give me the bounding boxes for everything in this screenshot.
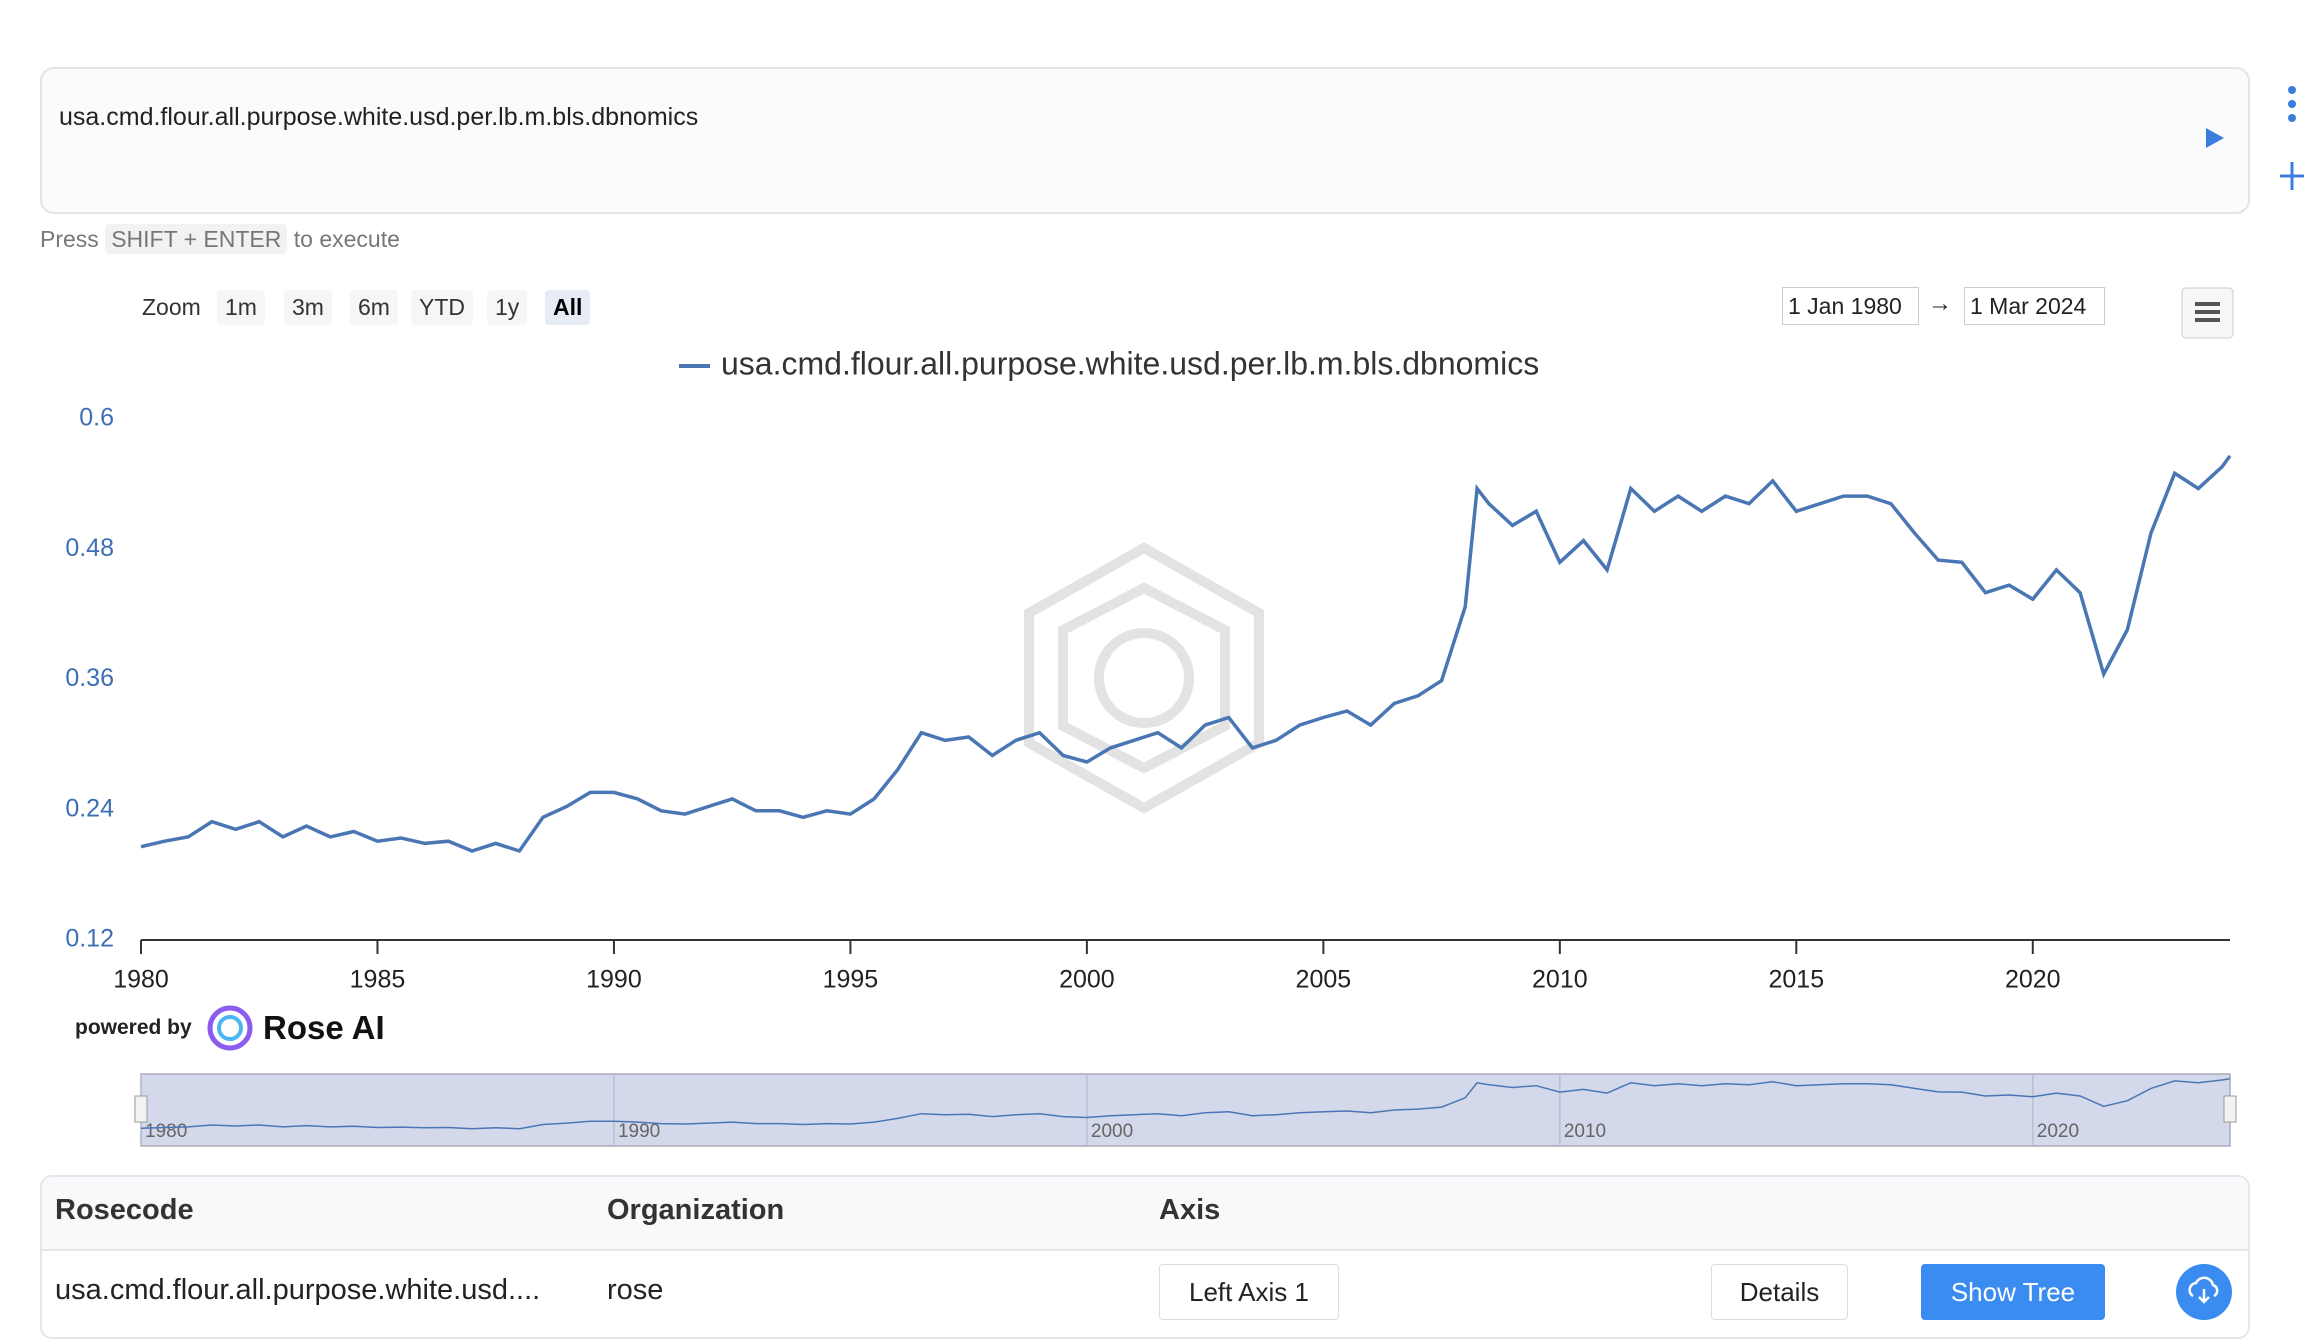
navigator-handle[interactable] xyxy=(2223,1095,2237,1123)
navigator-tick-label: 2020 xyxy=(2037,1121,2079,1142)
col-header: Organization xyxy=(607,1194,785,1226)
navigator-tick-label: 1980 xyxy=(145,1121,187,1142)
y-tick-label: 0.48 xyxy=(65,534,114,562)
x-tick-label: 1990 xyxy=(586,966,642,994)
col-header: Axis xyxy=(1159,1194,1221,1226)
x-tick-label: 2000 xyxy=(1059,966,1115,994)
date-from[interactable]: 1 Jan 1980 xyxy=(1782,287,1919,325)
x-tick-label: 1985 xyxy=(350,966,406,994)
x-tick-label: 2015 xyxy=(1768,966,1824,994)
series-table xyxy=(40,1175,2250,1339)
zoom-button[interactable]: 1m xyxy=(217,290,265,325)
navigator-tick-label: 2000 xyxy=(1091,1121,1133,1142)
date-arrow: → xyxy=(1928,290,1952,317)
hint-keys: SHIFT + ENTER xyxy=(105,224,288,254)
col-header: Rosecode xyxy=(55,1194,194,1226)
watermark xyxy=(1024,542,1264,814)
y-tick-label: 0.36 xyxy=(65,664,114,692)
y-tick-label: 0.24 xyxy=(65,794,114,822)
side-icons[interactable] xyxy=(2280,80,2304,280)
query-text: usa.cmd.flour.all.purpose.white.usd.per.… xyxy=(59,103,699,131)
y-tick-label: 0.6 xyxy=(79,404,114,432)
navigator-tick-label: 1990 xyxy=(618,1121,660,1142)
x-tick-label: 2020 xyxy=(2005,966,2061,994)
navigator xyxy=(140,1073,2231,1147)
zoom-button[interactable]: All xyxy=(545,290,591,325)
hint-press: Press xyxy=(40,226,99,252)
x-tick-label: 1995 xyxy=(823,966,879,994)
powered-by: powered by xyxy=(75,1016,192,1039)
axis-select[interactable]: Left Axis 1 xyxy=(1159,1264,1339,1320)
zoom-button[interactable]: 6m xyxy=(350,290,398,325)
run-button[interactable] xyxy=(2200,124,2228,152)
rosecode: usa.cmd.flour.all.purpose.white.usd.... xyxy=(55,1274,541,1306)
hint: Press SHIFT + ENTER to execute xyxy=(40,224,400,254)
hint-rest: to execute xyxy=(293,226,400,252)
rose-logo xyxy=(207,1005,253,1051)
zoom-button[interactable]: YTD xyxy=(411,290,473,325)
show-tree-button[interactable]: Show Tree xyxy=(1921,1264,2105,1320)
y-tick-label: 0.12 xyxy=(65,925,114,953)
zoom-label: Zoom xyxy=(142,294,201,320)
zoom-button[interactable]: 1y xyxy=(487,290,528,325)
x-tick-label: 1980 xyxy=(113,966,169,994)
brand: Rose AI xyxy=(263,1009,385,1046)
download-button[interactable] xyxy=(2174,1262,2234,1322)
query-box[interactable] xyxy=(40,67,2250,214)
menu-button[interactable] xyxy=(2181,287,2234,339)
series-line xyxy=(140,454,2232,854)
organization: rose xyxy=(607,1274,664,1306)
legend-label: usa.cmd.flour.all.purpose.white.usd.per.… xyxy=(721,345,1539,381)
chart: usa.cmd.flour.all.purpose.white.usd.per.… xyxy=(65,345,2237,1147)
x-tick-label: 2005 xyxy=(1296,966,1352,994)
navigator-line xyxy=(140,1077,2231,1130)
navigator-tick-label: 2010 xyxy=(1564,1121,1606,1142)
x-tick-label: 2010 xyxy=(1532,966,1588,994)
date-to[interactable]: 1 Mar 2024 xyxy=(1964,287,2105,325)
zoom-button[interactable]: 3m xyxy=(284,290,332,325)
navigator-handle[interactable] xyxy=(134,1095,148,1123)
details-button[interactable]: Details xyxy=(1711,1264,1848,1320)
